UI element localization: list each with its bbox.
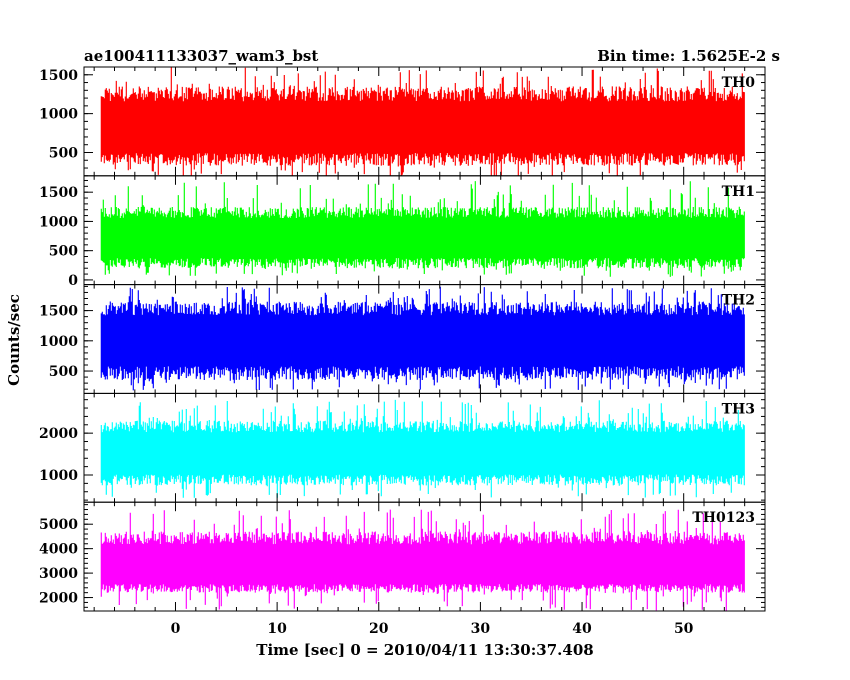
panel-label: TH0123 [692, 510, 755, 526]
y-tick-label: 5000 [39, 517, 78, 533]
y-tick-label: 0 [68, 273, 78, 289]
x-tick-label: 50 [674, 621, 694, 637]
x-tick-label: 20 [369, 621, 389, 637]
x-tick-label: 0 [171, 621, 181, 637]
y-tick-label: 500 [49, 145, 78, 161]
y-tick-label: 2000 [39, 591, 78, 607]
bin-time-label: Bin time: 1.5625E-2 s [597, 47, 780, 65]
panel-th3: 1000 2000 TH3 [39, 392, 766, 503]
y-tick-label: 1500 [39, 185, 78, 201]
series-th1 [100, 181, 745, 277]
panel-th1: 0 500 1000 1500 TH1 [39, 175, 766, 289]
series-th0123 [100, 509, 745, 611]
y-tick-label: 1500 [39, 68, 78, 84]
y-tick-label: 1000 [39, 468, 78, 484]
y-tick-label: 2000 [39, 426, 78, 442]
panel-frame [83, 501, 766, 612]
x-tick-label: 40 [572, 621, 592, 637]
y-tick-label: 1000 [39, 107, 78, 123]
x-tick-label: 10 [267, 621, 287, 637]
series-th2 [100, 286, 745, 391]
series-th0 [100, 67, 745, 176]
series-th3 [100, 399, 745, 498]
panel-th0123: 2000 3000 4000 5000 TH0123 [39, 501, 766, 612]
panel-label: TH2 [722, 293, 755, 309]
y-tick-label: 1500 [39, 304, 78, 320]
y-tick-label: 500 [49, 244, 78, 260]
panel-label: TH1 [722, 184, 755, 200]
panels: 500 1000 1500 TH0 0 500 1000 1500 TH1 500 1000 1500… [39, 66, 766, 612]
y-axis-label: Counts/sec [5, 294, 23, 386]
panel-th2: 500 1000 1500 TH2 [39, 284, 766, 394]
panel-th0: 500 1000 1500 TH0 [39, 66, 766, 177]
panel-label: TH0 [722, 75, 756, 91]
y-tick-label: 500 [49, 364, 78, 380]
y-tick-label: 1000 [39, 334, 78, 350]
panel-label: TH3 [722, 401, 755, 417]
x-axis-label: Time [sec] 0 = 2010/04/11 13:30:37.408 [256, 641, 593, 659]
x-tick-label: 30 [471, 621, 491, 637]
x-axis: 0 10 20 30 40 50 [171, 621, 694, 637]
y-tick-label: 1000 [39, 214, 78, 230]
chart-title: ae100411133037_wam3_bst [84, 47, 318, 65]
y-tick-label: 3000 [39, 566, 78, 582]
y-tick-label: 4000 [39, 542, 78, 558]
